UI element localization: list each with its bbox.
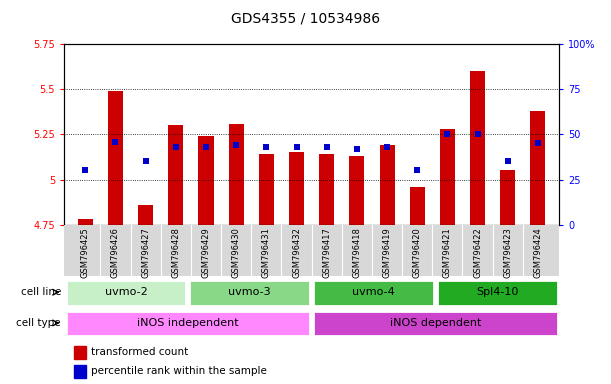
Point: [201, 144, 211, 150]
Text: iNOS independent: iNOS independent: [137, 318, 239, 328]
Bar: [199, 136, 213, 225]
Point: [291, 144, 301, 150]
Point: [141, 159, 150, 165]
Bar: [74, 346, 86, 359]
Bar: [66, 311, 310, 336]
Bar: [410, 187, 425, 225]
Text: GSM796421: GSM796421: [443, 227, 452, 278]
Bar: [349, 156, 364, 225]
Bar: [168, 125, 183, 225]
Text: GSM796424: GSM796424: [533, 227, 543, 278]
Text: cell line: cell line: [21, 287, 61, 297]
Bar: [78, 219, 93, 225]
Bar: [440, 129, 455, 225]
Point: [111, 139, 120, 145]
Text: GSM796418: GSM796418: [353, 227, 361, 278]
Bar: [66, 280, 186, 306]
Text: percentile rank within the sample: percentile rank within the sample: [92, 366, 267, 376]
Text: cell type: cell type: [16, 318, 61, 328]
Point: [81, 167, 90, 174]
Text: GSM796427: GSM796427: [141, 227, 150, 278]
Bar: [189, 280, 310, 306]
Text: GSM796423: GSM796423: [503, 227, 512, 278]
Text: Spl4-10: Spl4-10: [476, 287, 518, 297]
Text: GDS4355 / 10534986: GDS4355 / 10534986: [231, 12, 380, 25]
Text: GSM796428: GSM796428: [171, 227, 180, 278]
Text: uvmo-3: uvmo-3: [229, 287, 271, 297]
Bar: [313, 280, 434, 306]
Text: GSM796417: GSM796417: [322, 227, 331, 278]
Text: iNOS dependent: iNOS dependent: [390, 318, 481, 328]
Point: [382, 144, 392, 150]
Point: [533, 140, 543, 146]
Point: [442, 131, 452, 137]
Bar: [470, 71, 485, 225]
Point: [232, 142, 241, 148]
Text: GSM796430: GSM796430: [232, 227, 241, 278]
Bar: [319, 154, 334, 225]
Text: uvmo-4: uvmo-4: [352, 287, 395, 297]
Point: [503, 159, 513, 165]
Point: [171, 144, 181, 150]
Bar: [500, 170, 515, 225]
Text: GSM796420: GSM796420: [413, 227, 422, 278]
Text: uvmo-2: uvmo-2: [104, 287, 147, 297]
Bar: [313, 311, 557, 336]
Point: [322, 144, 332, 150]
Text: GSM796419: GSM796419: [382, 227, 392, 278]
Bar: [530, 111, 546, 225]
Text: GSM796431: GSM796431: [262, 227, 271, 278]
Point: [352, 146, 362, 152]
Bar: [379, 145, 395, 225]
Bar: [437, 280, 557, 306]
Bar: [74, 365, 86, 378]
Text: GSM796429: GSM796429: [202, 227, 210, 278]
Bar: [108, 91, 123, 225]
Text: GSM796422: GSM796422: [473, 227, 482, 278]
Text: GSM796432: GSM796432: [292, 227, 301, 278]
Bar: [259, 154, 274, 225]
Point: [473, 131, 483, 137]
Bar: [229, 124, 244, 225]
Point: [412, 167, 422, 174]
Bar: [289, 152, 304, 225]
Bar: [138, 205, 153, 225]
Text: GSM796425: GSM796425: [81, 227, 90, 278]
Text: GSM796426: GSM796426: [111, 227, 120, 278]
Text: transformed count: transformed count: [92, 347, 189, 357]
Point: [262, 144, 271, 150]
